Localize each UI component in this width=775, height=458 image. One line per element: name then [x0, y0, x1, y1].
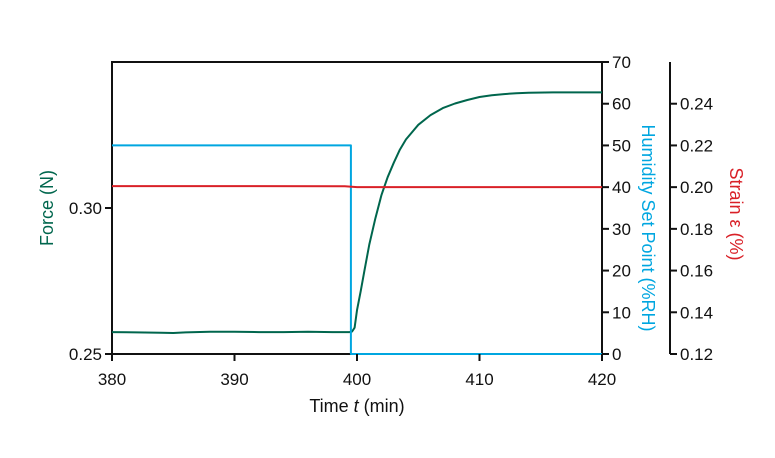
- x-axis-title: Time t (min): [309, 396, 404, 416]
- humidity-tick-label: 50: [612, 136, 631, 155]
- x-tick-label: 380: [98, 370, 126, 389]
- axes-layer: 380 390 400 410 420 0.25 0.30 0 10 20 30 40 50 60 70 0.…: [69, 53, 713, 389]
- humidity-tick-label: 10: [612, 303, 631, 322]
- humidity-tick-label: 20: [612, 262, 631, 281]
- strain-tick-label: 0.18: [680, 220, 713, 239]
- humidity-series-line: [112, 144, 602, 355]
- x-tick-label: 410: [465, 370, 493, 389]
- humidity-tick-label: 0: [612, 345, 621, 364]
- strain-tick-label: 0.16: [680, 262, 713, 281]
- strain-tick-label: 0.24: [680, 95, 713, 114]
- force-tick-label: 0.30: [69, 199, 102, 218]
- force-axis-title: Force (N): [37, 170, 57, 246]
- humidity-axis-title: Humidity Set Point (%RH): [638, 124, 658, 331]
- force-series-line: [111, 91, 602, 334]
- strain-tick-label: 0.20: [680, 178, 713, 197]
- series-layer: [111, 91, 602, 355]
- strain-series-line: [112, 185, 602, 189]
- x-tick-label: 390: [220, 370, 248, 389]
- humidity-tick-label: 70: [612, 53, 631, 72]
- force-tick-label: 0.25: [69, 345, 102, 364]
- x-tick-label: 420: [588, 370, 616, 389]
- humidity-tick-label: 30: [612, 220, 631, 239]
- strain-tick-label: 0.22: [680, 136, 713, 155]
- x-tick-label: 400: [343, 370, 371, 389]
- strain-tick-label: 0.14: [680, 303, 713, 322]
- humidity-tick-label: 40: [612, 178, 631, 197]
- strain-tick-label: 0.12: [680, 345, 713, 364]
- humidity-tick-label: 60: [612, 95, 631, 114]
- strain-axis-title: Strain ε (%): [726, 167, 746, 260]
